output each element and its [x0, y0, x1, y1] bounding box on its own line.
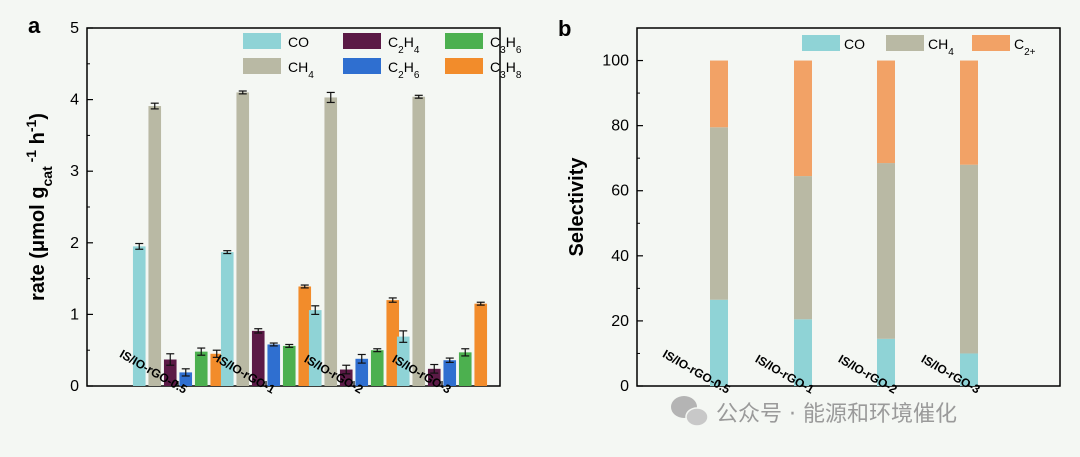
bar-C3H6-1	[194, 351, 208, 386]
y-tick-label-b: 100	[602, 53, 629, 70]
stack-C2plus-2	[794, 60, 812, 177]
legend-swatch-C2H4	[343, 33, 381, 49]
y-axis-label-b: Selectivity	[566, 157, 588, 257]
stack-CH4-2	[794, 176, 812, 320]
bar-C3H8-1	[210, 353, 224, 386]
legend-swatch-b-CH4	[886, 35, 924, 51]
bar-CH4-3	[324, 97, 338, 387]
y-tick-label-b: 0	[620, 378, 629, 395]
y-tick-label-b: 60	[611, 183, 629, 200]
y-axis-label-a: rate (μmol gcat -1 h-1)	[23, 113, 55, 301]
legend-swatch-C3H6	[445, 33, 483, 49]
bar-C2H4-1	[163, 359, 177, 386]
stack-CO-1	[710, 299, 728, 386]
stack-CO-3	[877, 338, 895, 386]
bar-C2H6-3	[355, 358, 369, 386]
legend-label-C3H6: C3H6	[490, 34, 522, 56]
stack-C2plus-3	[877, 60, 895, 164]
stack-CH4-4	[960, 164, 978, 354]
legend-swatch-C3H8	[445, 58, 483, 74]
stack-CH4-3	[877, 163, 895, 339]
stack-CH4-1	[710, 127, 728, 300]
bar-CO-3	[308, 310, 322, 386]
y-tick-label-a: 5	[70, 20, 79, 37]
bar-CH4-4	[412, 96, 426, 387]
stack-C2plus-4	[960, 60, 978, 165]
y-tick-label-b: 20	[611, 313, 629, 330]
legend-label-b-C2plus: C2+	[1014, 36, 1036, 58]
bar-C3H6-2	[282, 345, 296, 386]
y-tick-label-a: 4	[70, 92, 79, 109]
wechat-icon	[671, 396, 709, 427]
y-tick-label-a: 2	[70, 235, 79, 252]
bar-CH4-2	[236, 92, 250, 386]
y-tick-label-b: 40	[611, 248, 629, 265]
bar-CO-2	[220, 252, 234, 386]
legend-label-CO: CO	[288, 34, 309, 50]
legend-label-C3H8: C3H8	[490, 59, 522, 81]
legend-swatch-b-CO	[802, 35, 840, 51]
legend-swatch-CH4	[243, 58, 281, 74]
bar-CO-1	[132, 246, 146, 386]
plot-frame-b	[636, 27, 1061, 387]
panel-label-a: a	[28, 13, 41, 38]
bar-CO-4	[396, 336, 410, 386]
bar-C3H8-4	[474, 303, 488, 386]
stack-CO-4	[960, 353, 978, 386]
legend-swatch-b-C2plus	[972, 35, 1010, 51]
stack-CO-2	[794, 319, 812, 386]
y-tick-label-a: 3	[70, 163, 79, 180]
bar-C2H6-2	[267, 344, 281, 386]
legend-swatch-C2H6	[343, 58, 381, 74]
legend-label-b-CO: CO	[844, 36, 865, 52]
bar-C3H6-3	[370, 350, 384, 386]
y-tick-label-a: 1	[70, 306, 79, 323]
y-tick-label-a: 0	[70, 378, 79, 395]
panel-label-b: b	[558, 16, 571, 41]
bar-C2H4-2	[251, 330, 265, 386]
bar-C3H6-4	[458, 352, 472, 386]
legend-label-C2H6: C2H6	[388, 59, 420, 81]
bar-CH4-1	[148, 106, 162, 386]
legend-label-C2H4: C2H4	[388, 34, 420, 56]
legend-label-b-CH4: CH4	[928, 36, 954, 58]
y-tick-label-b: 80	[611, 118, 629, 135]
legend-label-CH4: CH4	[288, 59, 314, 81]
bar-C3H8-2	[298, 286, 312, 386]
watermark-text: 公众号 · 能源和环境催化	[716, 402, 957, 427]
watermark: 公众号 · 能源和环境催化	[671, 396, 957, 427]
legend-swatch-CO	[243, 33, 281, 49]
stack-C2plus-1	[710, 60, 728, 128]
bar-C3H8-3	[386, 300, 400, 386]
bar-C2H6-4	[443, 360, 457, 386]
